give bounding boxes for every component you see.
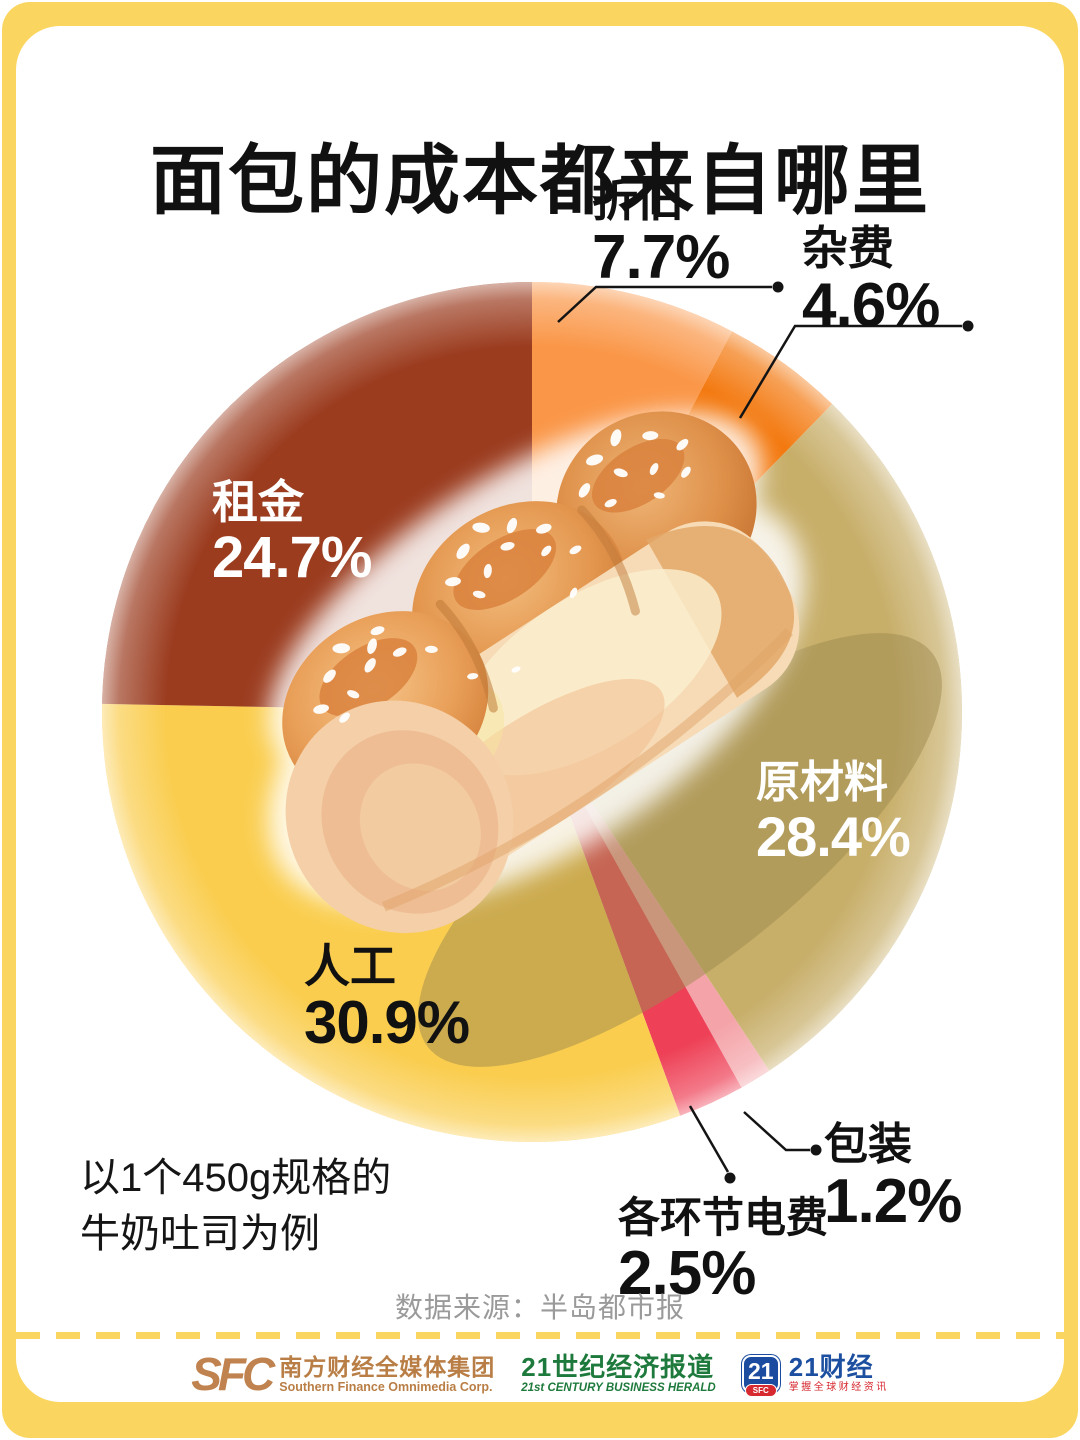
leader-dot-electricity bbox=[724, 1172, 736, 1184]
sfc-name-cn: 南方财经全媒体集团 bbox=[279, 1353, 496, 1380]
slice-value: 30.9% bbox=[304, 988, 470, 1056]
leader-depreciation bbox=[557, 285, 772, 323]
slice-name: 包装 bbox=[824, 1120, 912, 1169]
leader-dot-misc-fees bbox=[962, 320, 974, 332]
slice-label-raw-materials: 原材料 28.4% bbox=[756, 758, 911, 868]
slice-value: 7.7% bbox=[592, 222, 730, 292]
slice-label-misc-fees: 杂费 4.6% bbox=[802, 222, 940, 340]
slice-value: 1.2% bbox=[824, 1166, 962, 1236]
slice-label-electricity: 各环节电费 2.5% bbox=[618, 1194, 829, 1308]
leader-misc-fees bbox=[738, 324, 962, 419]
slice-name: 折旧 bbox=[592, 174, 684, 226]
slice-label-packaging: 包装 1.2% bbox=[824, 1120, 962, 1236]
app-logo-group: 21 SFC 21财经 掌握全球财经资讯 bbox=[741, 1352, 889, 1397]
footer-logos: SFC 南方财经全媒体集团 Southern Finance Omnimedia… bbox=[0, 1346, 1080, 1402]
example-note-line1: 以1个450g规格的 bbox=[80, 1156, 392, 1200]
app-slogan: 掌握全球财经资讯 bbox=[788, 1382, 889, 1393]
app-name-cn: 21财经 bbox=[788, 1352, 874, 1382]
dashed-divider bbox=[16, 1332, 1064, 1339]
leader-dot-packaging bbox=[810, 1144, 822, 1156]
slice-name: 人工 bbox=[304, 940, 396, 992]
slice-name: 原材料 bbox=[756, 758, 888, 807]
sfc-logo-group: SFC 南方财经全媒体集团 Southern Finance Omnimedia… bbox=[191, 1351, 495, 1397]
almond-flakes bbox=[313, 429, 691, 723]
app-21-badge-icon: 21 SFC bbox=[741, 1355, 780, 1397]
slice-label-depreciation: 折旧 7.7% bbox=[592, 174, 730, 292]
leader-electricity bbox=[688, 1105, 730, 1173]
slice-value: 2.5% bbox=[618, 1238, 756, 1308]
slice-name: 各环节电费 bbox=[618, 1194, 829, 1241]
badge-number: 21 bbox=[747, 1357, 774, 1384]
slice-label-rent: 租金 24.7% bbox=[212, 476, 372, 590]
herald-logo-group: 21世纪经济报道 21st CENTURY BUSINESS HERALD bbox=[521, 1353, 715, 1395]
data-source: 数据来源：半岛都市报 bbox=[394, 1292, 685, 1323]
slice-value: 28.4% bbox=[756, 804, 911, 868]
bread-shadow bbox=[418, 633, 942, 1067]
sfc-logo: SFC bbox=[191, 1348, 275, 1400]
slice-value: 24.7% bbox=[212, 524, 372, 590]
slice-value: 4.6% bbox=[802, 270, 940, 340]
leader-dot-depreciation bbox=[772, 281, 784, 293]
sfc-name-en: Southern Finance Omnimedia Corp. bbox=[279, 1379, 493, 1394]
bread-illustration bbox=[267, 411, 805, 934]
example-note-line2: 牛奶吐司为例 bbox=[80, 1212, 320, 1256]
page-title: 面包的成本都来自哪里 bbox=[150, 138, 930, 224]
example-note: 以1个450g规格的 牛奶吐司为例 bbox=[80, 1150, 391, 1262]
slice-name: 杂费 bbox=[802, 222, 894, 274]
herald-name-cn: 21世纪经济报道 bbox=[521, 1352, 715, 1382]
leader-lines bbox=[557, 281, 974, 1184]
badge-sub: SFC bbox=[744, 1384, 777, 1397]
leader-packaging bbox=[743, 1111, 810, 1152]
slice-name: 租金 bbox=[212, 476, 304, 528]
herald-name-en: 21st CENTURY BUSINESS HERALD bbox=[521, 1382, 716, 1394]
slice-label-labor: 人工 30.9% bbox=[304, 940, 470, 1056]
